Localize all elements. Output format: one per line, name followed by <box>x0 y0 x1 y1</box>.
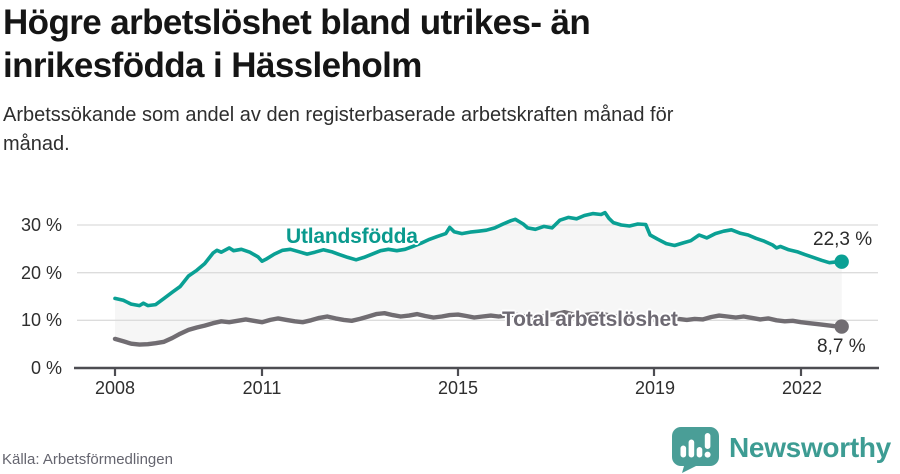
series-label-utlandsfodda: Utlandsfödda <box>286 225 418 248</box>
x-tick-label-2008: 2008 <box>94 378 136 398</box>
page-title: Högre arbetslöshet bland utrikes- än inr… <box>3 3 591 85</box>
end-value-total: 8,7 % <box>817 336 866 357</box>
newsworthy-bar-chart-bubble-icon <box>672 427 719 473</box>
between-series-area <box>115 212 842 345</box>
newsworthy-logo: Newsworthy <box>670 426 891 474</box>
x-tick-label-2015: 2015 <box>437 378 479 398</box>
series-label-total-arbetsloshet: Total arbetslöshet <box>502 308 678 331</box>
source-caption: Källa: Arbetsförmedlingen <box>2 451 173 468</box>
total-arbetsloshet-end-dot <box>834 319 849 334</box>
y-tick-label-0: 0 % <box>30 358 62 378</box>
y-tick-label-30: 30 % <box>20 215 62 235</box>
y-tick-label-10: 10 % <box>20 310 62 330</box>
x-tick-label-2019: 2019 <box>634 378 676 398</box>
utlandsfodda-end-dot <box>834 254 849 269</box>
x-tick-label-2022: 2022 <box>781 378 823 398</box>
page-subtitle: Arbetssökande som andel av den registerb… <box>3 104 674 155</box>
newsworthy-wordmark: Newsworthy <box>729 432 891 463</box>
utlandsfodda-line <box>113 210 844 308</box>
total-arbetsloshet-line <box>112 310 844 347</box>
y-tick-label-20: 20 % <box>20 263 62 283</box>
end-value-utlandsfodda: 22,3 % <box>813 229 873 250</box>
x-tick-label-2011: 2011 <box>242 378 282 398</box>
